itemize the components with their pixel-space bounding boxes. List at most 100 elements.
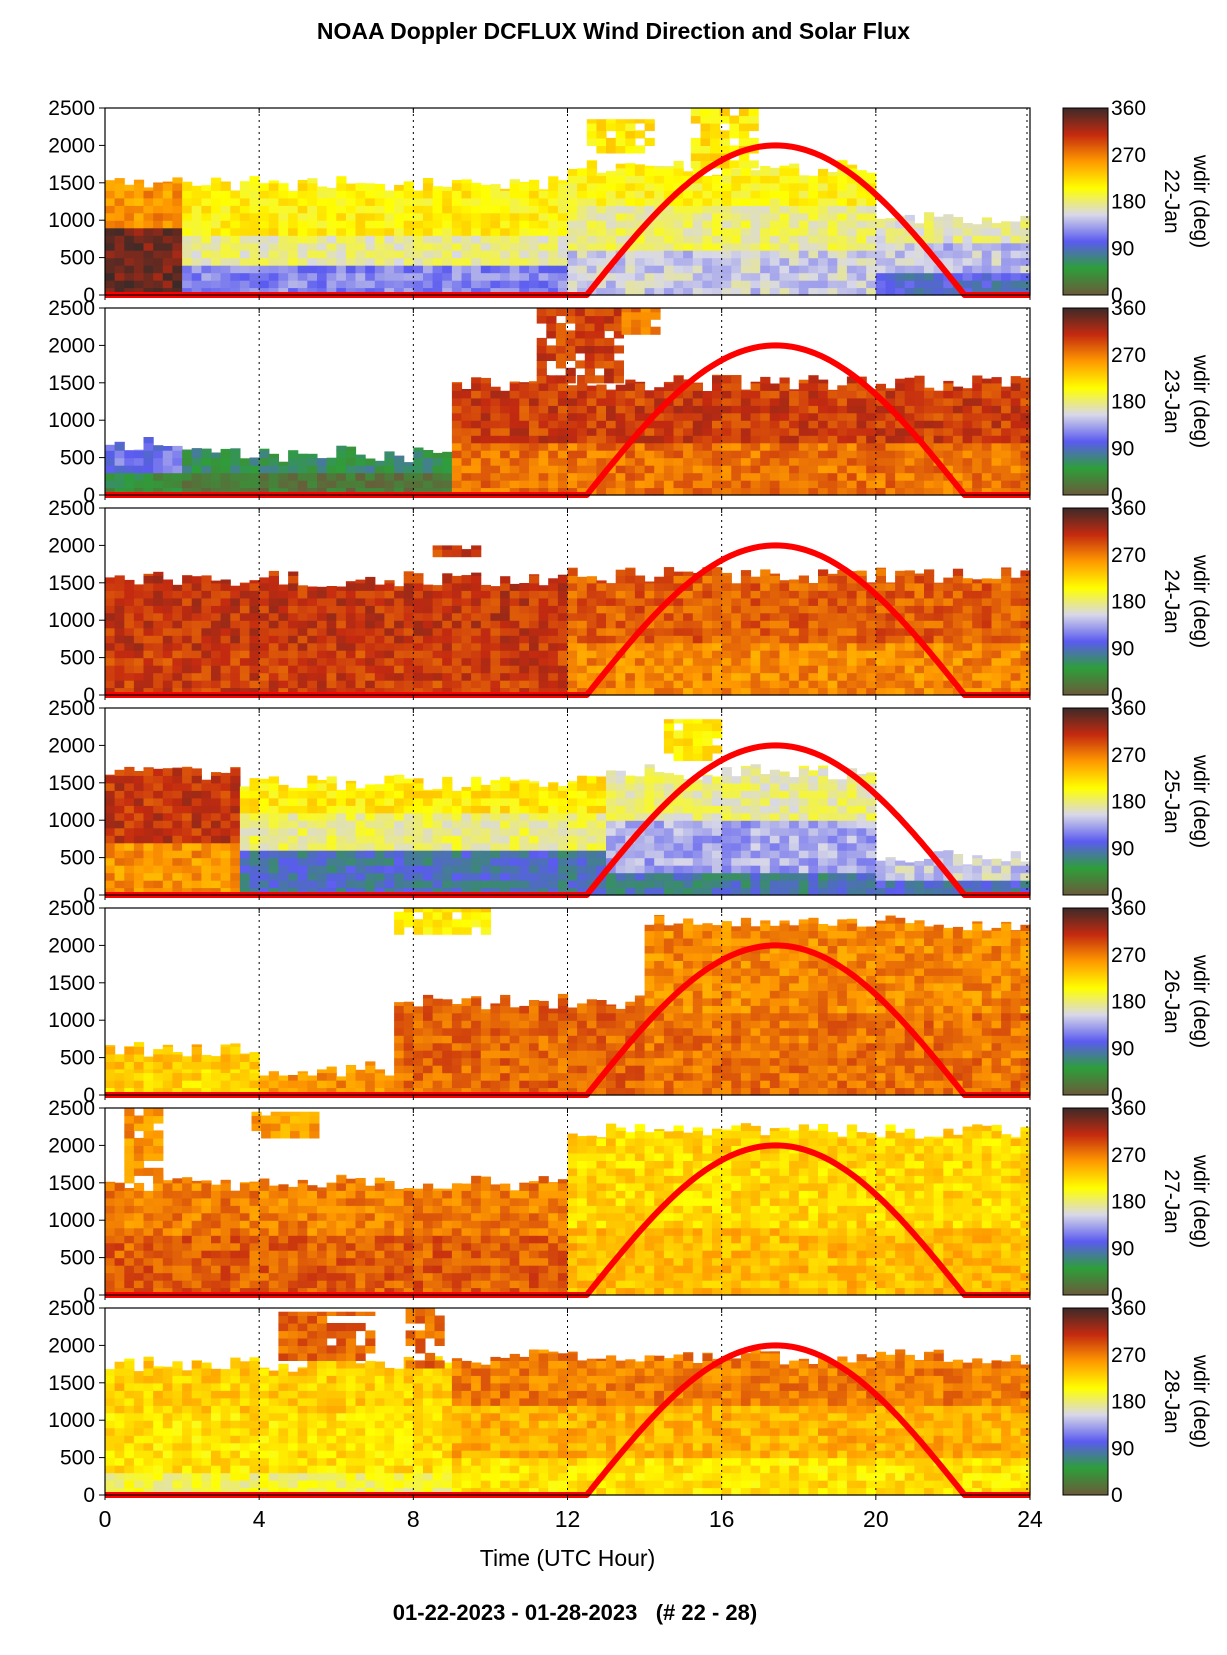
heatmap-cell	[461, 197, 472, 206]
heatmap-cell	[808, 250, 819, 259]
heatmap-cell	[798, 590, 809, 599]
heatmap-cell	[191, 272, 202, 281]
heatmap-cell	[712, 397, 723, 406]
heatmap-cell	[105, 775, 116, 784]
heatmap-cell	[1020, 272, 1031, 281]
heatmap-cell	[904, 687, 915, 696]
heatmap-cell	[288, 575, 299, 584]
heatmap-cell	[461, 287, 472, 296]
heatmap-cell	[345, 827, 357, 836]
heatmap-cell	[529, 197, 540, 206]
heatmap-cell	[1001, 257, 1012, 266]
heatmap-cell	[750, 212, 761, 221]
heatmap-cell	[866, 280, 877, 289]
heatmap-cell	[615, 242, 626, 251]
heatmap-cell	[403, 212, 414, 221]
heatmap-cell	[268, 272, 279, 281]
heatmap-cell	[490, 442, 501, 451]
heatmap-cell	[769, 605, 780, 614]
heatmap-cell	[249, 250, 260, 259]
heatmap-cell	[644, 582, 655, 591]
heatmap-cell	[288, 450, 299, 459]
heatmap-cell	[952, 390, 964, 399]
heatmap-cell	[297, 182, 308, 191]
heatmap-cell	[962, 420, 973, 429]
heatmap-cell	[779, 457, 790, 466]
heatmap-cell	[856, 212, 867, 221]
heatmap-cell	[604, 352, 615, 361]
heatmap-cell	[586, 257, 597, 266]
heatmap-cell	[413, 575, 424, 584]
heatmap-cell	[133, 887, 145, 896]
heatmap-cell	[239, 590, 251, 599]
heatmap-cell	[471, 205, 482, 214]
heatmap-cell	[690, 137, 701, 146]
heatmap-cell	[789, 597, 800, 606]
heatmap-cell	[307, 627, 318, 636]
heatmap-cell	[297, 465, 308, 474]
heatmap-cell	[846, 487, 858, 496]
heatmap-cell	[480, 635, 491, 644]
heatmap-cell	[885, 472, 896, 481]
heatmap-cell	[548, 212, 559, 221]
heatmap-cell	[297, 880, 308, 889]
heatmap-cell	[423, 280, 434, 289]
heatmap-cell	[702, 597, 713, 606]
heatmap-cell	[577, 620, 588, 629]
heatmap-cell	[712, 382, 723, 391]
heatmap-cell	[789, 190, 800, 199]
heatmap-cell	[769, 573, 780, 576]
heatmap-cell	[731, 280, 742, 289]
heatmap-cell	[105, 480, 116, 489]
heatmap-cell	[336, 197, 347, 206]
heatmap-cell	[114, 835, 125, 844]
heatmap-cell	[1001, 480, 1012, 489]
heatmap-cell	[471, 227, 482, 236]
heatmap-cell	[307, 227, 318, 236]
heatmap-cell	[336, 620, 347, 629]
heatmap-cell	[490, 472, 501, 481]
heatmap-cell	[124, 835, 135, 844]
heatmap-cell	[567, 182, 578, 191]
heatmap-cell	[866, 172, 877, 176]
heatmap-cell	[172, 250, 183, 259]
heatmap-cell	[866, 612, 877, 621]
heatmap-cell	[779, 582, 790, 591]
heatmap-cell	[307, 872, 318, 881]
heatmap-cell	[613, 330, 624, 339]
heatmap-cell	[211, 452, 222, 459]
heatmap-cell	[721, 612, 732, 621]
heatmap-cell	[557, 480, 569, 489]
heatmap-cell	[644, 687, 655, 696]
heatmap-cell	[201, 250, 212, 259]
heatmap-cell	[239, 880, 251, 889]
heatmap-cell	[345, 887, 357, 896]
heatmap-cell	[904, 397, 915, 406]
heatmap-cell	[124, 627, 135, 636]
heatmap-cell	[538, 680, 549, 689]
heatmap-cell	[500, 582, 511, 591]
heatmap-cell	[124, 880, 135, 889]
heatmap-cell	[731, 597, 742, 606]
heatmap-cell	[596, 627, 607, 636]
heatmap-cell	[249, 835, 260, 844]
heatmap-cell	[259, 782, 270, 791]
heatmap-cell	[268, 657, 279, 666]
heatmap-cell	[972, 280, 983, 289]
heatmap-cell	[577, 435, 588, 444]
heatmap-cell	[278, 835, 289, 844]
heatmap-cell	[509, 235, 520, 244]
heatmap-cell	[153, 590, 164, 599]
heatmap-cell	[307, 842, 318, 851]
heatmap-cell	[625, 390, 636, 399]
heatmap-cell	[654, 650, 665, 659]
heatmap-cell	[702, 642, 713, 651]
heatmap-cell	[634, 672, 646, 681]
heatmap-cell	[981, 650, 992, 659]
heatmap-cell	[700, 108, 711, 117]
heatmap-cell	[1001, 665, 1012, 674]
heatmap-cell	[712, 590, 723, 599]
heatmap-cell	[548, 657, 559, 666]
heatmap-cell	[644, 450, 655, 459]
heatmap-cell	[538, 257, 549, 266]
